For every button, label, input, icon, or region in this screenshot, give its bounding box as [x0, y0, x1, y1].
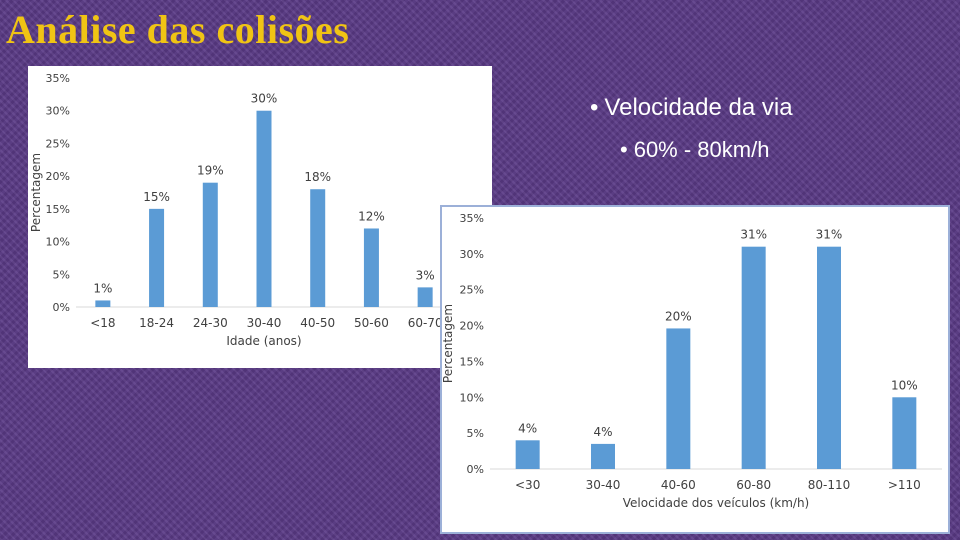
x-tick-label: 50-60: [354, 316, 389, 330]
y-axis-title: Percentagem: [29, 153, 43, 232]
x-tick-label: 80-110: [808, 478, 851, 492]
bullet-text: 60% - 80km/h: [633, 137, 770, 162]
x-tick-label: 40-50: [300, 316, 335, 330]
y-tick-label: 25%: [460, 284, 484, 297]
bar: [817, 246, 841, 469]
bar: [149, 208, 165, 307]
bar: [666, 328, 691, 469]
bar: [591, 443, 615, 469]
x-tick-label: 60-80: [736, 478, 771, 492]
speed-chart: 0% 5% 10% 15% 20% 25% 30% 35% 4% <30 4% 30-40 20% 40-…: [440, 205, 950, 534]
speed-chart-svg: 0% 5% 10% 15% 20% 25% 30% 35% 4% <30 4% 30-40 20% 40-…: [442, 212, 942, 510]
y-axis-title: Percentagem: [442, 304, 455, 383]
y-tick-label: 15%: [46, 203, 70, 216]
data-label: 4%: [518, 421, 537, 435]
slide-title: Análise das colisões: [6, 7, 350, 52]
x-tick-label: 24-30: [193, 316, 228, 330]
data-label: 12%: [358, 209, 385, 223]
y-tick-label: 10%: [46, 236, 70, 249]
y-tick-label: 35%: [46, 72, 70, 85]
y-tick-label: 35%: [460, 212, 484, 225]
bar: [202, 182, 218, 307]
data-label: 10%: [891, 378, 918, 392]
bar: [741, 246, 766, 469]
y-tick-label: 0%: [467, 463, 484, 476]
data-label: 30%: [251, 92, 278, 106]
y-tick-label: 20%: [460, 320, 484, 333]
y-tick-label: 10%: [460, 391, 484, 404]
bar: [363, 228, 379, 307]
data-label: 19%: [197, 164, 224, 178]
data-label: 20%: [665, 309, 692, 323]
bar: [256, 110, 272, 307]
y-tick-label: 30%: [46, 105, 70, 118]
x-tick-label: 40-60: [661, 478, 696, 492]
age-chart-svg: 0% 5% 10% 15% 20% 25% 30% 35% 1% <18 15% 18-24 19% 24…: [29, 72, 452, 348]
bullet-dot-icon: •: [590, 94, 599, 121]
data-label: 15%: [143, 190, 170, 204]
x-tick-label: 18-24: [139, 316, 174, 330]
data-label: 31%: [816, 228, 843, 242]
y-tick-label: 5%: [467, 427, 484, 440]
x-tick-label: <18: [90, 316, 115, 330]
y-tick-label: 25%: [46, 137, 70, 150]
data-label: 1%: [93, 281, 112, 295]
y-tick-label: 30%: [460, 248, 484, 261]
bar: [892, 397, 917, 469]
data-label: 18%: [304, 170, 331, 184]
y-tick-label: 20%: [46, 170, 70, 183]
y-tick-label: 0%: [53, 301, 70, 314]
bullet-item: • 60% - 80km/h: [620, 136, 793, 164]
bullet-list: • Velocidade da via • 60% - 80km/h: [590, 94, 793, 164]
y-tick-label: 5%: [53, 268, 70, 281]
x-axis-title: Idade (anos): [226, 334, 301, 348]
x-tick-label: <30: [515, 478, 540, 492]
data-label: 31%: [740, 228, 767, 242]
x-axis-title: Velocidade dos veículos (km/h): [623, 496, 810, 510]
bullet-item: • Velocidade da via: [590, 94, 793, 122]
bullet-text: Velocidade da via: [604, 94, 793, 121]
bar: [515, 440, 540, 469]
y-tick-label: 15%: [460, 355, 484, 368]
bar: [95, 300, 111, 307]
bullet-dot-icon: •: [620, 137, 628, 162]
data-label: 3%: [416, 268, 435, 282]
x-tick-label: 30-40: [247, 316, 282, 330]
x-tick-label: 60-70: [408, 316, 443, 330]
data-label: 4%: [593, 425, 612, 439]
bar: [417, 287, 433, 307]
bar: [310, 189, 326, 307]
age-chart: 0% 5% 10% 15% 20% 25% 30% 35% 1% <18 15% 18-24 19% 24…: [28, 66, 492, 368]
x-tick-label: >110: [888, 478, 921, 492]
x-tick-label: 30-40: [586, 478, 621, 492]
